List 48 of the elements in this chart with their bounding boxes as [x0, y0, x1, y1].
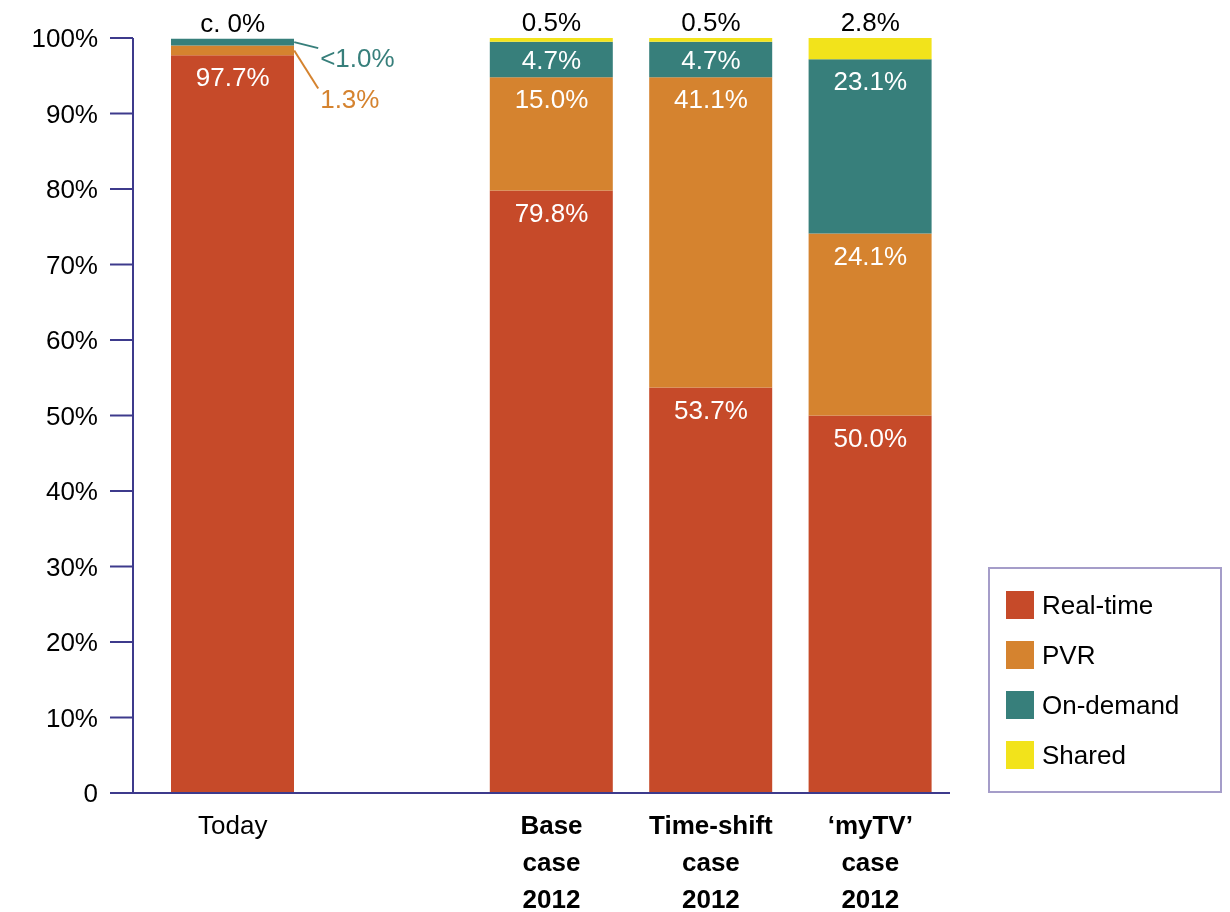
x-tick-label: Base case 2012: [520, 810, 583, 912]
y-tick-label: 20%: [45, 627, 98, 658]
y-tick-label: 50%: [45, 400, 98, 431]
bar: [171, 55, 294, 793]
data-label: 50.0%: [833, 422, 908, 453]
y-tick-label: 30%: [45, 551, 98, 582]
y-tick-label: 10%: [45, 702, 98, 733]
data-label: 1.3%: [320, 83, 380, 114]
legend-label: Shared: [1042, 739, 1126, 771]
bar: [489, 190, 613, 793]
data-label: 24.1%: [833, 240, 908, 271]
bar: [808, 59, 932, 234]
data-label: c. 0%: [200, 7, 266, 38]
bar: [808, 233, 932, 416]
data-label: 23.1%: [833, 66, 908, 97]
y-tick-label: 80%: [45, 174, 98, 205]
data-label: 79.8%: [514, 197, 589, 228]
x-tick-label: Today: [198, 810, 268, 840]
data-label: 0.5%: [521, 7, 582, 38]
data-label: 4.7%: [521, 44, 582, 75]
y-tick-label: 40%: [45, 476, 98, 507]
bar: [649, 77, 773, 388]
data-label: 0.5%: [681, 7, 741, 38]
bar: [808, 38, 932, 60]
data-label: 97.7%: [195, 62, 270, 93]
data-label: 53.7%: [674, 394, 748, 425]
y-tick-label: 100%: [31, 23, 98, 54]
bar: [808, 415, 932, 793]
data-label: 4.7%: [681, 44, 741, 75]
bar: [171, 45, 294, 56]
x-tick-label: Time-shift case 2012: [649, 810, 774, 912]
legend-label: On-demand: [1042, 689, 1180, 721]
data-label: 15.0%: [514, 84, 589, 115]
legend-label: PVR: [1042, 639, 1096, 671]
y-tick-label: 0: [83, 778, 98, 809]
bar: [649, 387, 773, 793]
y-tick-label: 90%: [45, 98, 98, 129]
legend-label: Real-time: [1042, 589, 1154, 621]
data-label: <1.0%: [320, 43, 395, 74]
bar: [649, 38, 773, 42]
data-label: 2.8%: [840, 7, 900, 38]
x-tick-label: ‘myTV’ case 2012: [827, 810, 913, 912]
data-label: 41.1%: [674, 84, 748, 115]
bar: [489, 77, 613, 191]
y-tick-label: 60%: [45, 325, 98, 356]
bar: [171, 38, 294, 46]
y-tick-label: 70%: [45, 249, 98, 280]
bar: [489, 38, 613, 42]
